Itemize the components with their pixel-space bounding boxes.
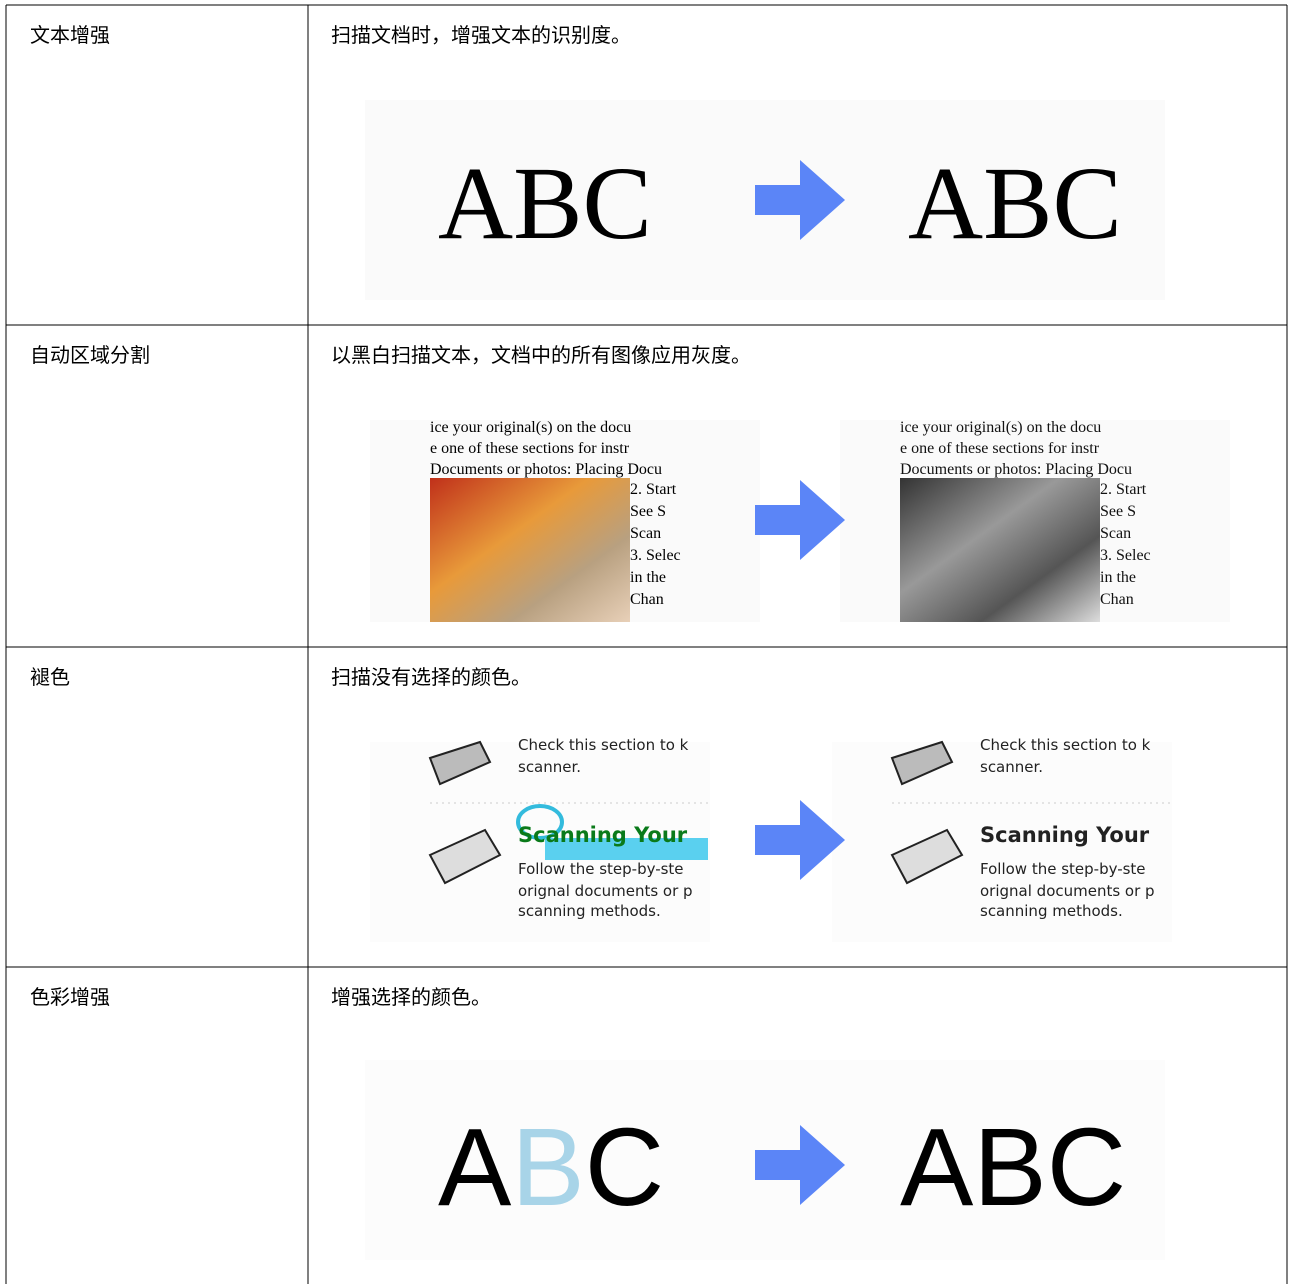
scan-line: Check this section to k [518,736,689,754]
row-name: 褪色 [30,665,70,689]
letter: B [973,1106,1046,1229]
row-description: 扫描文档时，增强文本的识别度。 [331,23,631,47]
scan-line: orignal documents or p [980,882,1155,900]
before-text: ABC [438,146,652,261]
illustration-bg [832,742,1172,942]
document-line: Scan [630,525,661,542]
scan-line: scanning methods. [518,902,661,920]
photo [900,478,1100,622]
scanner-icon [428,828,502,885]
scan-line: Follow the step-by-ste [980,860,1146,878]
document-line: e one of these sections for instr [900,440,1100,457]
row-name: 色彩增强 [30,985,110,1009]
row-description: 扫描没有选择的颜色。 [331,665,531,689]
document-line: 3. Selec [1100,547,1151,564]
row-description: 以黑白扫描文本，文档中的所有图像应用灰度。 [331,343,751,367]
letter: C [1047,1106,1126,1229]
document-line: Documents or photos: Placing Docu [430,461,662,478]
arrow-icon [755,160,845,240]
scanner-icon [890,740,954,786]
document-line: e one of these sections for instr [430,440,630,457]
scanner-icon [428,740,492,786]
document-line: See S [630,503,666,520]
letter: C [585,1106,664,1229]
document-line: Chan [1100,591,1134,608]
after-text: ABC [908,146,1122,261]
scan-line: Follow the step-by-ste [518,860,684,878]
colored-text: ABC [900,1106,1126,1229]
colored-text: ABC [438,1106,664,1229]
arrow-icon [755,1125,845,1205]
scan-line: scanning methods. [980,902,1123,920]
letter: A [438,1106,512,1229]
document-line: ice your original(s) on the docu [900,419,1101,436]
row-description: 增强选择的颜色。 [331,985,491,1009]
document-line: ice your original(s) on the docu [430,419,631,436]
scan-line: scanner. [518,758,581,776]
document-line: Scan [1100,525,1131,542]
document-line: Chan [630,591,664,608]
scanner-icon [890,828,964,885]
scan-line: scanner. [980,758,1043,776]
arrow-icon [755,800,845,880]
highlight-mark [545,838,708,860]
document-line: in the [1100,569,1136,586]
document-line: 3. Selec [630,547,681,564]
scan-line: Scanning Your [980,823,1150,847]
scan-line: orignal documents or p [518,882,693,900]
arrow-icon [755,480,845,560]
scan-line: Check this section to k [980,736,1151,754]
document-line: 2. Start [630,481,677,498]
document-line: 2. Start [1100,481,1147,498]
letter: B [511,1106,584,1229]
document-line: See S [1100,503,1136,520]
photo [430,478,630,622]
row-name: 自动区域分割 [30,343,150,367]
letter: A [900,1106,974,1229]
scan-line: Scanning Your [518,823,688,847]
highlight-mark [516,804,564,840]
document-line: Documents or photos: Placing Docu [900,461,1132,478]
document-line: in the [630,569,666,586]
row-name: 文本增强 [30,23,110,47]
